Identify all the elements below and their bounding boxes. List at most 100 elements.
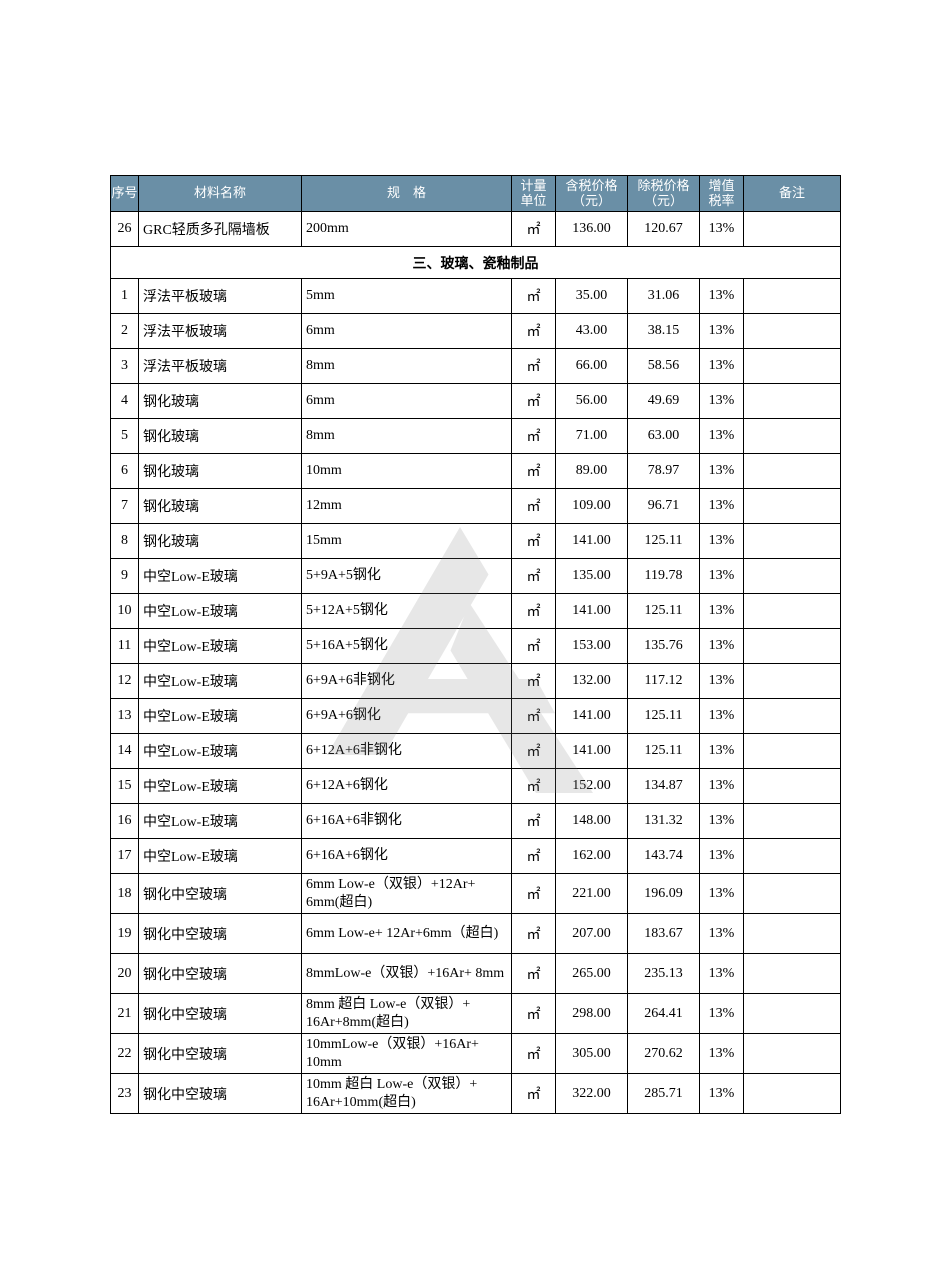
cell-spec: 10mmLow-e（双银）+16Ar+ 10mm: [302, 1034, 512, 1074]
cell-price-notax: 96.71: [628, 489, 700, 524]
table-row: 3浮法平板玻璃8mm㎡66.0058.5613%: [111, 349, 841, 384]
cell-name: 中空Low-E玻璃: [139, 629, 302, 664]
cell-unit: ㎡: [512, 419, 556, 454]
table-row: 8钢化玻璃15mm㎡141.00125.1113%: [111, 524, 841, 559]
cell-unit: ㎡: [512, 349, 556, 384]
cell-price-notax: 183.67: [628, 914, 700, 954]
cell-rate: 13%: [700, 839, 744, 874]
cell-price-tax: 221.00: [556, 874, 628, 914]
cell-price-tax: 141.00: [556, 524, 628, 559]
cell-index: 1: [111, 279, 139, 314]
cell-rate: 13%: [700, 314, 744, 349]
cell-unit: ㎡: [512, 734, 556, 769]
cell-note: [744, 699, 841, 734]
cell-spec: 6+12A+6非钢化: [302, 734, 512, 769]
cell-price-notax: 38.15: [628, 314, 700, 349]
cell-spec: 6mm Low-e（双银）+12Ar+ 6mm(超白): [302, 874, 512, 914]
cell-note: [744, 489, 841, 524]
table-row: 18钢化中空玻璃6mm Low-e（双银）+12Ar+ 6mm(超白)㎡221.…: [111, 874, 841, 914]
cell-price-notax: 264.41: [628, 994, 700, 1034]
cell-spec: 15mm: [302, 524, 512, 559]
cell-unit: ㎡: [512, 994, 556, 1034]
cell-price-tax: 71.00: [556, 419, 628, 454]
cell-unit: ㎡: [512, 699, 556, 734]
cell-price-notax: 125.11: [628, 594, 700, 629]
cell-name: 浮法平板玻璃: [139, 279, 302, 314]
cell-index: 10: [111, 594, 139, 629]
cell-price-notax: 119.78: [628, 559, 700, 594]
cell-rate: 13%: [700, 994, 744, 1034]
th-rate: 增值税率: [700, 176, 744, 212]
cell-note: [744, 914, 841, 954]
cell-price-tax: 141.00: [556, 594, 628, 629]
cell-rate: 13%: [700, 769, 744, 804]
cell-index: 18: [111, 874, 139, 914]
cell-unit: ㎡: [512, 1074, 556, 1114]
cell-index: 26: [111, 212, 139, 247]
cell-rate: 13%: [700, 874, 744, 914]
cell-spec: 12mm: [302, 489, 512, 524]
cell-name: 中空Low-E玻璃: [139, 839, 302, 874]
cell-rate: 13%: [700, 559, 744, 594]
table-row: 21钢化中空玻璃8mm 超白 Low-e（双银）+ 16Ar+8mm(超白)㎡2…: [111, 994, 841, 1034]
cell-unit: ㎡: [512, 1034, 556, 1074]
cell-note: [744, 734, 841, 769]
cell-index: 11: [111, 629, 139, 664]
cell-unit: ㎡: [512, 804, 556, 839]
cell-index: 9: [111, 559, 139, 594]
price-table: 序号 材料名称 规 格 计量单位 含税价格（元） 除税价格（元） 增值税率 备注…: [110, 175, 841, 1114]
cell-name: 钢化玻璃: [139, 384, 302, 419]
th-price-tax: 含税价格（元）: [556, 176, 628, 212]
cell-note: [744, 384, 841, 419]
cell-price-notax: 135.76: [628, 629, 700, 664]
cell-spec: 10mm: [302, 454, 512, 489]
table-header-row: 序号 材料名称 规 格 计量单位 含税价格（元） 除税价格（元） 增值税率 备注: [111, 176, 841, 212]
cell-index: 20: [111, 954, 139, 994]
cell-rate: 13%: [700, 349, 744, 384]
cell-index: 23: [111, 1074, 139, 1114]
table-row: 14中空Low-E玻璃6+12A+6非钢化㎡141.00125.1113%: [111, 734, 841, 769]
cell-name: 中空Low-E玻璃: [139, 734, 302, 769]
cell-name: 中空Low-E玻璃: [139, 804, 302, 839]
table-row: 16中空Low-E玻璃6+16A+6非钢化㎡148.00131.3213%: [111, 804, 841, 839]
section-header-row: 三、玻璃、瓷釉制品: [111, 247, 841, 279]
cell-price-tax: 141.00: [556, 699, 628, 734]
cell-unit: ㎡: [512, 279, 556, 314]
cell-unit: ㎡: [512, 664, 556, 699]
cell-index: 13: [111, 699, 139, 734]
cell-name: 浮法平板玻璃: [139, 349, 302, 384]
cell-note: [744, 279, 841, 314]
table-row: 1浮法平板玻璃5mm㎡35.0031.0613%: [111, 279, 841, 314]
cell-note: [744, 212, 841, 247]
cell-price-notax: 78.97: [628, 454, 700, 489]
cell-unit: ㎡: [512, 384, 556, 419]
cell-price-notax: 131.32: [628, 804, 700, 839]
cell-name: 中空Low-E玻璃: [139, 559, 302, 594]
cell-index: 12: [111, 664, 139, 699]
cell-note: [744, 559, 841, 594]
cell-rate: 13%: [700, 524, 744, 559]
cell-note: [744, 524, 841, 559]
cell-name: 中空Low-E玻璃: [139, 594, 302, 629]
section-title: 三、玻璃、瓷釉制品: [111, 247, 841, 279]
cell-price-notax: 58.56: [628, 349, 700, 384]
cell-spec: 5+12A+5钢化: [302, 594, 512, 629]
cell-price-notax: 134.87: [628, 769, 700, 804]
th-spec: 规 格: [302, 176, 512, 212]
cell-index: 4: [111, 384, 139, 419]
cell-rate: 13%: [700, 419, 744, 454]
cell-index: 16: [111, 804, 139, 839]
cell-name: 中空Low-E玻璃: [139, 664, 302, 699]
cell-rate: 13%: [700, 1074, 744, 1114]
cell-price-tax: 35.00: [556, 279, 628, 314]
cell-price-tax: 322.00: [556, 1074, 628, 1114]
cell-price-notax: 285.71: [628, 1074, 700, 1114]
cell-index: 14: [111, 734, 139, 769]
cell-unit: ㎡: [512, 454, 556, 489]
cell-rate: 13%: [700, 594, 744, 629]
cell-name: 中空Low-E玻璃: [139, 769, 302, 804]
cell-unit: ㎡: [512, 629, 556, 664]
table-row: 17中空Low-E玻璃6+16A+6钢化㎡162.00143.7413%: [111, 839, 841, 874]
table-row: 15中空Low-E玻璃6+12A+6钢化㎡152.00134.8713%: [111, 769, 841, 804]
cell-note: [744, 664, 841, 699]
